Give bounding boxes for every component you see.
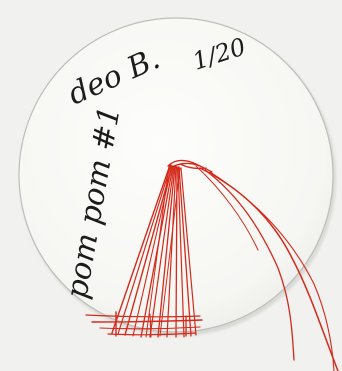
red-thread-bundle: [111, 164, 197, 338]
red-thread-knot: [167, 159, 213, 173]
red-loose-threads: [195, 165, 339, 371]
red-thread-crosswraps: [85, 311, 203, 338]
